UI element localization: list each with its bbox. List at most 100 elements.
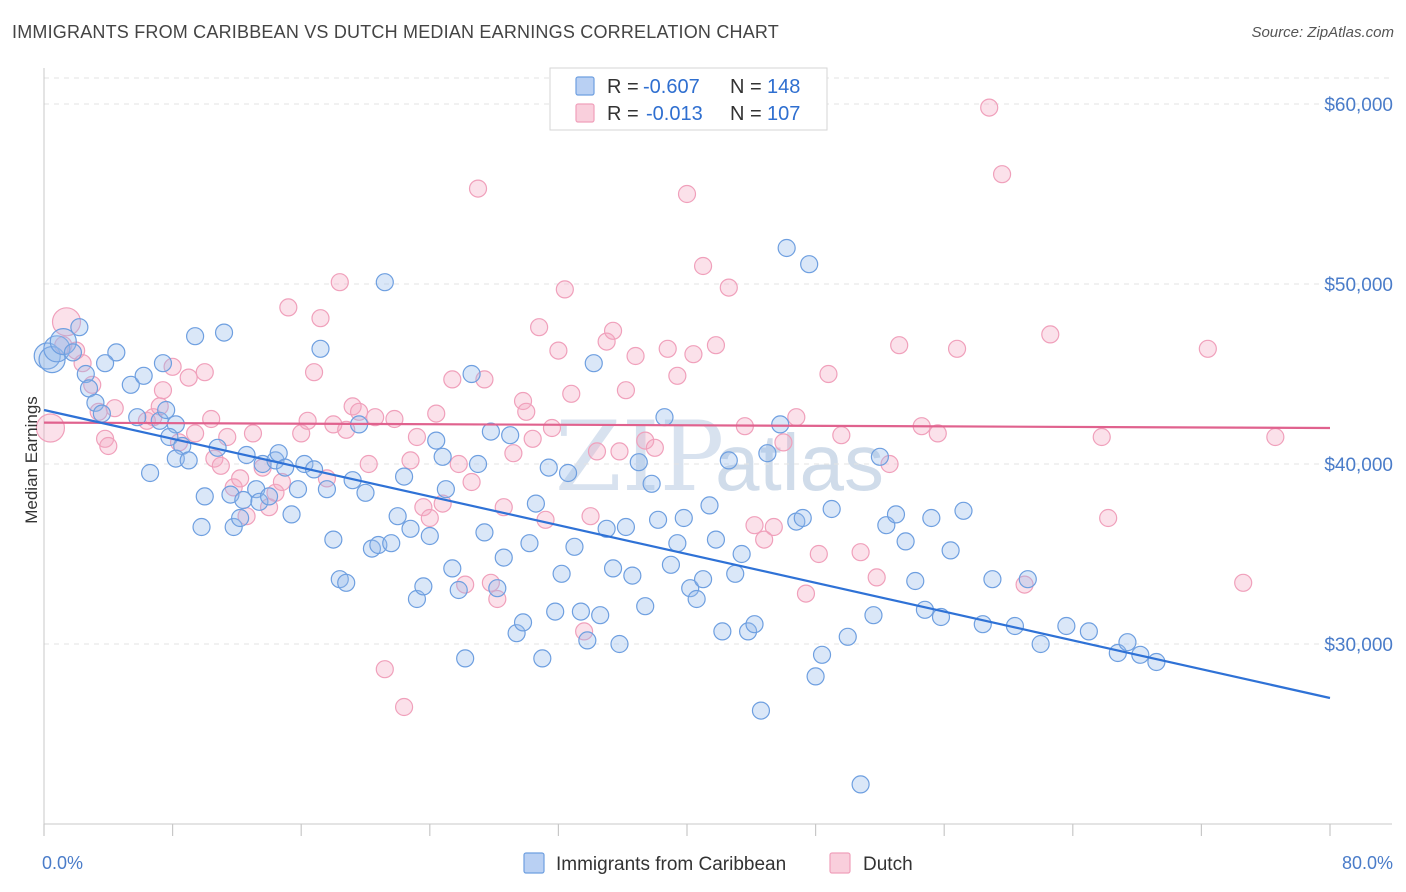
dutch-point: [745, 516, 764, 535]
dutch-point: [401, 451, 420, 470]
dutch-point: [755, 530, 774, 549]
caribbean-trend-line: [43, 408, 1331, 700]
dutch-trend-line: [43, 421, 1331, 430]
caribbean-point: [1079, 622, 1098, 641]
caribbean-point: [214, 323, 234, 342]
caribbean-point: [738, 622, 758, 641]
caribbean-point: [906, 571, 925, 591]
dutch-point: [394, 697, 414, 717]
caribbean-point: [533, 649, 552, 668]
caribbean-point: [870, 447, 890, 466]
dutch-point: [928, 424, 947, 443]
y-tick-label: $60,000: [1324, 95, 1393, 116]
legend-swatch-dutch: [575, 103, 595, 123]
dutch-point: [1015, 575, 1034, 594]
dutch-point: [211, 456, 230, 475]
caribbean-point: [388, 507, 407, 526]
dutch-point: [809, 544, 828, 564]
caribbean-point: [713, 622, 732, 641]
dutch-point: [153, 381, 173, 400]
gridlines: [44, 77, 1392, 645]
dutch-point: [443, 370, 462, 389]
dutch-point: [668, 366, 687, 385]
caribbean-point: [546, 602, 565, 621]
dutch-point: [1092, 427, 1111, 447]
caribbean-point: [288, 480, 308, 499]
caribbean-point: [456, 649, 475, 668]
caribbean-point: [481, 422, 500, 441]
caribbean-point: [771, 415, 790, 434]
caribbean-point: [565, 537, 584, 556]
bottom-legend-caribbean: Immigrants from Caribbean: [556, 854, 786, 875]
caribbean-point: [95, 354, 115, 373]
caribbean-point: [954, 501, 973, 520]
caribbean-point: [427, 431, 446, 450]
dutch-point: [202, 409, 221, 429]
caribbean-point: [179, 451, 198, 470]
dutch-point: [851, 543, 870, 562]
dutch-point: [427, 404, 446, 423]
caribbean-point: [751, 701, 771, 720]
dutch-point: [597, 332, 616, 351]
caribbean-point: [436, 480, 455, 499]
caribbean-point: [539, 458, 558, 477]
dutch-point: [980, 98, 999, 117]
y-axis-label: Median Earnings: [22, 396, 41, 524]
caribbean-point: [134, 366, 153, 385]
legend-swatch-caribbean: [575, 76, 595, 96]
watermark: ZIP atlas: [555, 401, 884, 513]
dutch-point: [890, 336, 909, 355]
caribbean-point: [591, 606, 610, 625]
dutch-point: [272, 472, 292, 492]
caribbean-point: [513, 613, 533, 632]
caribbean-point: [822, 499, 841, 519]
caribbean-point: [157, 400, 176, 420]
dutch-point: [536, 510, 555, 529]
caribbean-point: [693, 570, 713, 589]
caribbean-point: [616, 517, 636, 537]
caribbean-point: [558, 463, 578, 483]
caribbean-point: [526, 494, 545, 513]
dutch-point: [530, 318, 549, 337]
dutch-point: [99, 436, 118, 456]
caribbean-point: [449, 580, 468, 600]
dutch-point: [488, 589, 507, 609]
legend-box: [549, 67, 828, 131]
series-legend: Immigrants from Caribbean Dutch: [523, 852, 913, 875]
caribbean-point: [414, 577, 433, 596]
watermark-zip: ZIP: [555, 401, 724, 513]
caribbean-point: [1118, 633, 1137, 652]
caribbean-point: [311, 339, 330, 358]
caribbean-point: [433, 447, 452, 466]
caribbean-point: [443, 559, 462, 578]
caribbean-point: [192, 517, 211, 537]
caribbean-point: [49, 328, 77, 356]
caribbean-point: [70, 318, 89, 337]
dutch-point: [523, 429, 542, 448]
dutch-point: [603, 321, 623, 340]
dutch-point: [462, 472, 481, 492]
caribbean-point: [250, 492, 269, 511]
caribbean-point: [578, 631, 597, 650]
watermark-atlas: atlas: [715, 418, 884, 507]
caribbean-point: [597, 519, 616, 538]
caribbean-point: [745, 615, 764, 634]
dutch-point: [616, 381, 636, 400]
dutch-point: [684, 345, 703, 364]
dutch-point: [1234, 573, 1253, 592]
caribbean-point: [1147, 652, 1166, 672]
caribbean-point: [886, 505, 906, 524]
chart-title: IMMIGRANTS FROM CARIBBEAN VS DUTCH MEDIA…: [12, 22, 779, 42]
source-label: Source: ZipAtlas.com: [1251, 24, 1394, 41]
caribbean-point: [687, 589, 706, 609]
dutch-point: [298, 411, 317, 430]
dutch-point: [179, 368, 198, 387]
caribbean-point: [507, 624, 526, 643]
caribbean-point: [337, 573, 356, 592]
dutch-point: [517, 402, 536, 421]
dutch-point: [947, 339, 967, 358]
caribbean-point: [195, 487, 214, 506]
dutch-point: [366, 408, 385, 427]
dutch-point: [719, 278, 738, 297]
